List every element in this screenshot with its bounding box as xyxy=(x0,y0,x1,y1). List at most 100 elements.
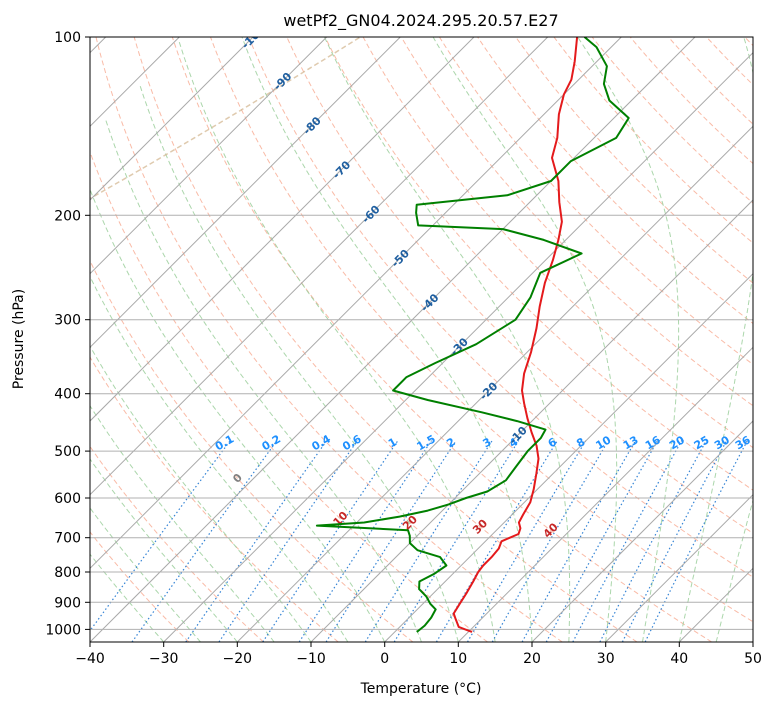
dry-adiabat-line xyxy=(438,37,753,366)
dry-adiabat-line xyxy=(286,37,753,534)
mixing-ratio-line xyxy=(364,440,493,642)
moist-adiabat-line xyxy=(90,188,386,642)
x-tick-label: 40 xyxy=(670,651,688,667)
moist-adiabat-line xyxy=(678,37,753,642)
dry-adiabat-line xyxy=(324,37,753,491)
y-tick-label: 500 xyxy=(54,444,81,460)
isotherm-line xyxy=(678,567,753,642)
mixing-ratio-label: 6 xyxy=(546,435,559,450)
mixing-ratio-label: 1 xyxy=(386,435,399,450)
mixing-ratio-line xyxy=(131,440,278,642)
dry-adiabat-line xyxy=(90,150,488,642)
dry-adiabat-line xyxy=(133,37,638,642)
mixing-ratio-line xyxy=(262,440,399,642)
x-tick-label: 50 xyxy=(744,651,762,667)
y-tick-label: 400 xyxy=(54,387,81,403)
y-tick-label: 300 xyxy=(54,313,81,329)
dry-adiabat-line xyxy=(477,37,753,325)
isotherm-line xyxy=(90,37,622,570)
moist-adiabat-line xyxy=(432,37,618,642)
moist-adiabat-line xyxy=(90,507,201,642)
mixing-ratio-label: 30 xyxy=(712,433,732,452)
mixing-ratio-line xyxy=(572,440,683,642)
mixing-ratio-line xyxy=(393,440,520,642)
isotherm-line xyxy=(605,493,753,642)
mixing-ratio-line xyxy=(466,440,587,642)
mixing-ratio-line xyxy=(435,440,558,642)
dry-adiabat-label: 30 xyxy=(470,517,490,537)
dry-adiabat-line xyxy=(90,445,264,642)
x-axis-label: Temperature (°C) xyxy=(360,681,482,697)
isotherm-line xyxy=(90,37,254,201)
mixing-ratio-label: 0.1 xyxy=(213,432,236,453)
dry-adiabat-line xyxy=(171,37,712,642)
isotherm-line xyxy=(384,272,753,642)
x-tick-label: −10 xyxy=(296,651,326,667)
mixing-ratio-label: 8 xyxy=(574,435,587,450)
isotherm-line xyxy=(163,51,753,642)
isotherm-line xyxy=(236,125,753,642)
mixing-ratio-label: 36 xyxy=(733,433,753,452)
x-axis-ticks: −40 −30 −20 −10 0 10 20 30 40 50 xyxy=(75,642,762,667)
isotherm-line xyxy=(90,37,696,642)
dewpoint-profile-line xyxy=(315,37,630,633)
mixing-ratio-line xyxy=(298,440,432,642)
moist-adiabat-line xyxy=(90,404,275,642)
mixing-ratio-lines xyxy=(90,440,748,642)
moist-adiabat-line xyxy=(90,458,238,642)
mixing-ratio-label: 3 xyxy=(480,435,493,450)
y-tick-label: 900 xyxy=(54,595,81,611)
mixing-ratio-label: 0.6 xyxy=(340,432,364,453)
dry-adiabat-line xyxy=(90,531,190,642)
x-tick-label: −40 xyxy=(75,651,105,667)
mixing-ratio-line xyxy=(90,440,231,632)
isotherm-line xyxy=(457,346,753,642)
dry-adiabat-label: 0 xyxy=(230,471,245,486)
dry-adiabat-line xyxy=(515,37,753,284)
dry-adiabat-line xyxy=(668,37,753,125)
isotherm-line xyxy=(90,37,475,422)
mixing-ratio-label: 16 xyxy=(643,433,663,452)
x-tick-label: 20 xyxy=(523,651,541,667)
dry-adiabat-line xyxy=(591,37,753,204)
reference-curve-line xyxy=(90,37,361,200)
dry-adiabat-line xyxy=(210,37,753,623)
temperature-profile-line xyxy=(452,37,579,633)
moist-adiabat-line xyxy=(241,37,533,642)
pressure-gridlines xyxy=(90,37,753,630)
data-series xyxy=(315,37,630,633)
isotherm-line xyxy=(310,199,753,642)
y-axis-ticks: 100 200 300 400 500 600 700 800 900 1000 xyxy=(45,30,90,638)
dry-adiabat-line xyxy=(90,259,414,642)
moist-adiabat-line xyxy=(178,41,496,642)
dry-adiabat-line xyxy=(90,356,339,642)
mixing-ratio-label: 0.4 xyxy=(310,432,334,453)
dry-adiabats xyxy=(90,37,753,642)
x-tick-label: −20 xyxy=(223,651,253,667)
mixing-ratio-label: 2 xyxy=(444,435,457,450)
mixing-ratio-line xyxy=(621,440,728,642)
moist-adiabat-line xyxy=(90,275,349,642)
y-tick-label: 800 xyxy=(54,565,81,581)
mixing-ratio-label: 13 xyxy=(621,433,641,452)
mixing-ratio-line xyxy=(218,440,358,642)
mixing-ratio-label: 0.2 xyxy=(260,432,283,453)
mixing-ratio-line xyxy=(325,440,457,642)
isotherms xyxy=(90,37,753,642)
dry-adiabat-line xyxy=(248,37,753,578)
moist-adiabats xyxy=(90,37,753,642)
isotherm-line xyxy=(531,420,753,642)
x-tick-label: 30 xyxy=(597,651,615,667)
reference-curve xyxy=(90,37,361,200)
isotherm-line xyxy=(90,37,549,496)
moist-adiabat-line xyxy=(139,83,459,642)
chart-title: wetPf2_GN04.2024.295.20.57.E27 xyxy=(283,11,558,31)
moist-adiabat-line xyxy=(577,37,680,642)
mixing-ratio-line xyxy=(644,440,748,642)
mixing-ratio-line xyxy=(521,440,637,642)
dry-adiabat-line xyxy=(553,37,753,244)
mixing-ratio-line xyxy=(599,440,707,642)
dry-adiabat-line xyxy=(706,37,753,86)
x-tick-label: −30 xyxy=(149,651,179,667)
